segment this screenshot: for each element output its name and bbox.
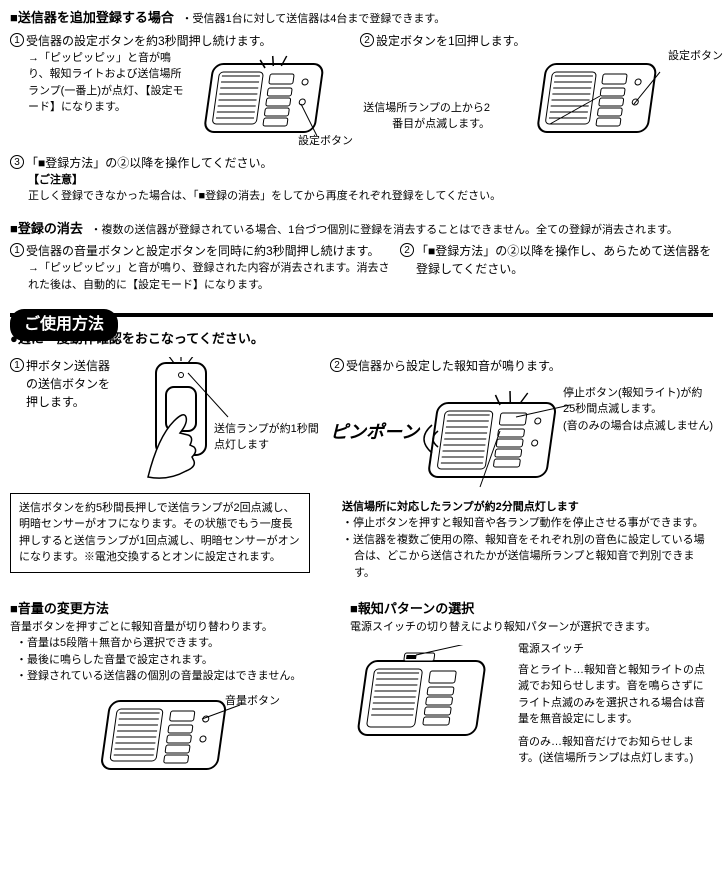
pattern-opt2: 音のみ…報知音だけでお知らせします。(送信場所ランプは点灯します。) [518,734,713,767]
usage-banner: ご使用方法 [10,309,118,341]
add-step1-sub: 「ピッピッピッ」と音が鳴り、報知ライトおよび送信場所ランプ(一番上)が点灯、【設… [28,50,188,148]
usage-step-num-1: 1 [10,358,24,372]
usage-step2-notes: 停止ボタンを押すと報知音や各ランプ動作を停止させる事ができます。 送信器を複数ご… [342,515,713,581]
receiver-illustration-volume: 音量ボタン [90,689,260,779]
del-step1-sub: 「ピッピッピッ」と音が鳴り、登録された内容が消去されます。消去された後は、自動的… [28,260,390,293]
pinpon-text: ピンポーン [330,419,419,446]
volume-callout: 音量ボタン [225,693,280,710]
callout-setting-btn-1: 設定ボタン [298,133,353,150]
receiver-illustration-pattern [350,645,510,755]
pattern-title: 報知パターンの選択 [350,599,713,619]
del-step1-text: 受信器の音量ボタンと設定ボタンを同時に約3秒間押し続けます。 [26,242,379,260]
add-step3-text: 「■登録方法」の②以降を操作してください。 [26,154,273,172]
volume-note-2: 最後に鳴らした音量で設定されます。 [28,652,340,669]
usage-step1: 1 押ボタン送信器の送信ボタンを押します。 送信ランプが約1秒間点灯します 送信… [10,357,320,582]
pattern-callout-top: 電源スイッチ [518,641,713,658]
volume-note-3: 登録されている送信器の個別の音量設定はできません。 [28,668,340,685]
add-step1-text: 受信器の設定ボタンを約3秒間押し続けます。 [26,32,271,50]
transmitter-illustration: 送信ランプが約1秒間点灯します [118,357,238,487]
usage-step1-callout: 送信ランプが約1秒間点灯します [214,421,324,454]
add-step3: 3 「■登録方法」の②以降を操作してください。 【ご注意】 正しく登録できなかっ… [10,154,713,205]
add-step1: 1 受信器の設定ボタンを約3秒間押し続けます。 「ピッピッピッ」と音が鳴り、報知… [10,32,350,148]
add-step3-caution-label: 【ご注意】 [28,172,713,189]
usage-step2-note-1: 停止ボタンを押すと報知音や各ランプ動作を停止させる事ができます。 [354,515,713,532]
usage-banner-wrap: ご使用方法 [10,313,713,317]
section-delete-note: ・複数の送信器が登録されている場合、1台づつ個別に登録を消去することはできません… [90,224,677,236]
section-pattern: 報知パターンの選択 電源スイッチの切り替えにより報知パターンが選択できます。 [350,587,713,783]
section-add-title: ■送信器を追加登録する場合 [10,10,174,25]
usage-step2: 2 受信器から設定した報知音が鳴ります。 ピンポーン [330,357,713,582]
volume-note-1: 音量は5段階＋無音から選択できます。 [28,635,340,652]
usage-step2-below-title: 送信場所に対応したランプが約2分間点灯します [342,499,713,516]
pattern-lead: 電源スイッチの切り替えにより報知パターンが選択できます。 [350,619,713,636]
section-add-note: ・受信器1台に対して送信器は4台まで登録できます。 [181,13,445,25]
receiver-illustration-usage [420,391,580,491]
section-delete-title: ■登録の消去 [10,221,83,236]
usage-step2-note-2: 送信器を複数ご使用の際、報知音をそれぞれ別の音色に設定している場合は、どこから送… [354,532,713,582]
section-delete-title-row: ■登録の消去 ・複数の送信器が登録されている場合、1台づつ個別に登録を消去するこ… [10,219,713,239]
section-volume: 音量の変更方法 音量ボタンを押すごとに報知音量が切り替わります。 音量は5段階＋… [10,587,340,783]
usage-step2-callout-r: 停止ボタン(報知ライト)が約25秒間点滅します。 (音のみの場合は点滅しません) [563,385,713,435]
add-step2: 2 設定ボタンを1回押します。 送信場所ランプの上から2番目が点滅します。 [360,32,713,148]
del-step2-text: 「■登録方法」の②以降を操作し、あらためて送信器を登録してください。 [416,242,713,278]
del-step1: 1 受信器の音量ボタンと設定ボタンを同時に約3秒間押し続けます。 「ピッピッピッ… [10,242,390,293]
step-num-3: 3 [10,155,24,169]
add-step2-text: 設定ボタンを1回押します。 [376,32,525,50]
usage-step1-text: 押ボタン送信器の送信ボタンを押します。 [26,357,116,411]
usage-step-num-2: 2 [330,358,344,372]
usage-boxnote: 送信ボタンを約5秒間長押しで送信ランプが2回点滅し、明暗センサーがオフになります… [10,493,310,573]
section-add-register: ■送信器を追加登録する場合 ・受信器1台に対して送信器は4台まで登録できます。 … [10,8,713,205]
section-delete: ■登録の消去 ・複数の送信器が登録されている場合、1台づつ個別に登録を消去するこ… [10,219,713,294]
step-num-1: 1 [10,33,24,47]
receiver-illustration-2 [530,54,680,144]
del-step-num-2: 2 [400,243,414,257]
volume-lead: 音量ボタンを押すごとに報知音量が切り替わります。 [10,619,340,636]
pattern-opt1: 音とライト…報知音と報知ライトの点滅でお知らせします。音を鳴らさずにライト点滅の… [518,662,713,728]
volume-title: 音量の変更方法 [10,599,340,619]
usage-step2-text: 受信器から設定した報知音が鳴ります。 [346,357,561,375]
add-step2-callout-bottom: 送信場所ランプの上から2番目が点滅します。 [360,100,490,148]
pattern-options: 電源スイッチ 音とライト…報知音と報知ライトの点滅でお知らせします。音を鳴らさず… [518,641,713,767]
del-step2: 2 「■登録方法」の②以降を操作し、あらためて送信器を登録してください。 [400,242,713,293]
del-step-num-1: 1 [10,243,24,257]
receiver-illustration-1: 設定ボタン [197,54,347,144]
volume-notes: 音量は5段階＋無音から選択できます。 最後に鳴らした音量で設定されます。 登録さ… [16,635,340,685]
section-add-title-row: ■送信器を追加登録する場合 ・受信器1台に対して送信器は4台まで登録できます。 [10,8,713,28]
add-step3-caution-text: 正しく登録できなかった場合は、「■登録の消去」をしてから再度それぞれ登録をしてく… [28,188,713,205]
callout-setting-btn-2: 設定ボタン [668,48,723,65]
step-num-2: 2 [360,33,374,47]
